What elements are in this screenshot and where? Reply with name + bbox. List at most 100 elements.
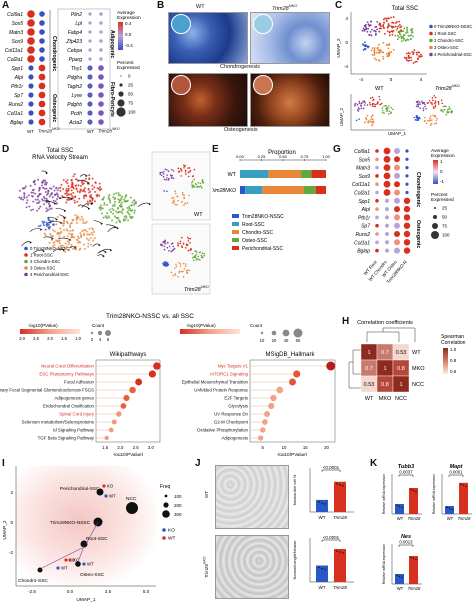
c-sub-point — [429, 119, 432, 122]
g-legend-avg-tick: 0 — [440, 169, 443, 174]
d-sub-point — [171, 168, 173, 171]
d-arrowhead — [70, 197, 73, 201]
f-right-term: Oxidative Phosphorylation — [197, 428, 249, 433]
d-sub-point — [178, 270, 181, 273]
d-sub-point — [174, 190, 177, 193]
d-legend-item: 0 Trim28NKO-NSSC — [30, 246, 69, 251]
f-count-tick: 6 — [107, 337, 110, 342]
d-sub-point — [163, 245, 165, 247]
d-point — [82, 188, 85, 191]
f-logp-tick: 2.5 — [33, 336, 39, 341]
d-point — [87, 239, 90, 242]
d-point — [53, 230, 56, 233]
f-right-xlabel: -log10(PValue) — [277, 452, 308, 456]
c-sub-point — [434, 122, 436, 125]
d-legend-item: 3 Osteo-SSC — [30, 266, 55, 271]
f-right-term: mTORC1 Signaling — [210, 372, 248, 377]
a-gene-right: Lyve — [72, 93, 83, 99]
d-point — [93, 200, 96, 203]
h-cell-value: 0.8 — [381, 382, 389, 388]
c-point — [406, 30, 408, 32]
c-sub-point — [385, 107, 388, 109]
f-right-dot — [270, 394, 277, 402]
d-sub-point — [189, 169, 192, 172]
d-sub-point — [200, 185, 202, 187]
d-point — [118, 199, 121, 202]
d-sub-point — [191, 252, 194, 255]
d-point — [52, 229, 55, 232]
c-point — [398, 23, 401, 26]
d-point — [66, 229, 69, 232]
d-sub-point — [185, 173, 187, 175]
c-sub-point — [429, 124, 432, 126]
d-point — [109, 210, 112, 213]
d-point — [52, 185, 55, 188]
d-point — [126, 199, 129, 202]
i-axis-x-label: UMAP_1 — [76, 597, 96, 603]
c-sub-point — [431, 119, 433, 121]
k-bar-point — [398, 505, 401, 508]
e-bar-segment — [240, 170, 269, 178]
d-sub-point — [163, 264, 165, 266]
c-point — [365, 24, 367, 26]
a-dot — [88, 57, 92, 61]
d-point — [124, 196, 127, 199]
d-sub-point — [177, 275, 179, 278]
f-count-tick: 2 — [91, 337, 94, 342]
c-sub-point — [423, 120, 426, 123]
d-sub-point — [166, 177, 168, 179]
f-count-tick-2: 40 — [284, 338, 289, 343]
d-point — [36, 209, 39, 212]
c-sub-point — [365, 117, 367, 119]
panel-a: Col9a1 Sox5 Matn3 Sox9 Col11a1 Col2a1 Spp1 Alpl… — [0, 8, 150, 136]
h-col-label: MKO — [379, 396, 392, 402]
d-arrowhead — [51, 237, 54, 240]
j-ko-image — [215, 535, 289, 599]
d-sub-point — [189, 237, 192, 240]
d-point — [99, 204, 102, 207]
c-sub-point — [371, 114, 374, 117]
d-sub-point — [166, 190, 168, 193]
g-legend-pct-tick: 100 — [442, 233, 450, 238]
d-point — [44, 179, 47, 182]
c-point — [418, 51, 421, 54]
d-point — [108, 199, 111, 202]
d-sub-point — [179, 265, 182, 267]
f-left-term: Neural Crest Differentiation — [41, 364, 94, 369]
panel-label-a: A — [2, 0, 10, 11]
g-legend-pct-tick: 25 — [442, 206, 448, 211]
i-sample-label: KO — [69, 558, 76, 563]
c-sub-point — [434, 116, 436, 118]
d-point — [66, 194, 69, 197]
a-gene-right: Lpl — [75, 21, 83, 27]
k-x-wt: WT — [397, 586, 404, 591]
d-point — [20, 196, 23, 199]
d-point — [64, 242, 67, 245]
f-right-dot — [268, 402, 275, 410]
d-arrowhead — [116, 226, 119, 230]
d-sub-point — [188, 269, 191, 272]
d-point — [115, 216, 118, 219]
c-point — [375, 51, 378, 54]
c-sub-point — [370, 115, 373, 118]
i-node — [126, 502, 138, 514]
f-right-dot — [258, 435, 264, 441]
d-point — [36, 198, 39, 201]
c-point — [406, 59, 408, 62]
e-bar-segment — [245, 186, 263, 194]
d-point — [81, 229, 84, 232]
a-dot — [27, 37, 35, 45]
d-sub-point — [188, 194, 190, 197]
c-sub-point — [358, 102, 361, 105]
a-dot — [87, 65, 93, 71]
d-point — [59, 186, 62, 189]
d-legend-dot — [24, 272, 28, 277]
e-legend-swatch — [232, 246, 239, 250]
d-sub-point — [172, 177, 175, 180]
e-title: Proportion — [268, 150, 296, 156]
a-dot — [28, 83, 34, 89]
d-point — [51, 196, 54, 199]
c-point — [400, 25, 403, 28]
c-point — [408, 59, 410, 62]
